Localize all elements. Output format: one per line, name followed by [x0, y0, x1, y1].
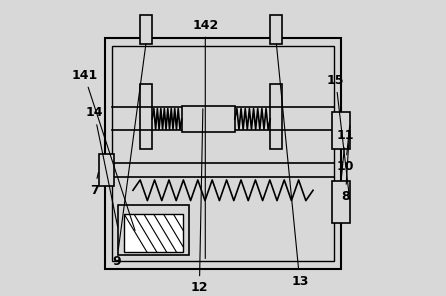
Text: 10: 10	[337, 126, 354, 173]
Text: 8: 8	[341, 126, 350, 203]
Text: 9: 9	[112, 44, 146, 268]
Bar	[332, 112, 350, 149]
Text: 15: 15	[327, 74, 350, 199]
Text: 142: 142	[192, 19, 219, 258]
Text: 12: 12	[190, 109, 208, 294]
Bar	[332, 181, 350, 223]
Text: 14: 14	[86, 106, 118, 227]
Bar	[124, 214, 183, 252]
Bar	[140, 84, 152, 149]
Text: 11: 11	[337, 129, 354, 178]
Bar	[99, 154, 114, 186]
Text: 141: 141	[71, 69, 135, 231]
Bar	[270, 15, 282, 44]
Bar	[270, 84, 282, 149]
Text: 7: 7	[90, 172, 99, 197]
Bar	[112, 46, 334, 261]
Text: 13: 13	[277, 44, 309, 287]
Bar	[118, 205, 189, 255]
Bar	[182, 106, 235, 132]
Bar	[140, 15, 152, 44]
Bar	[105, 38, 341, 269]
